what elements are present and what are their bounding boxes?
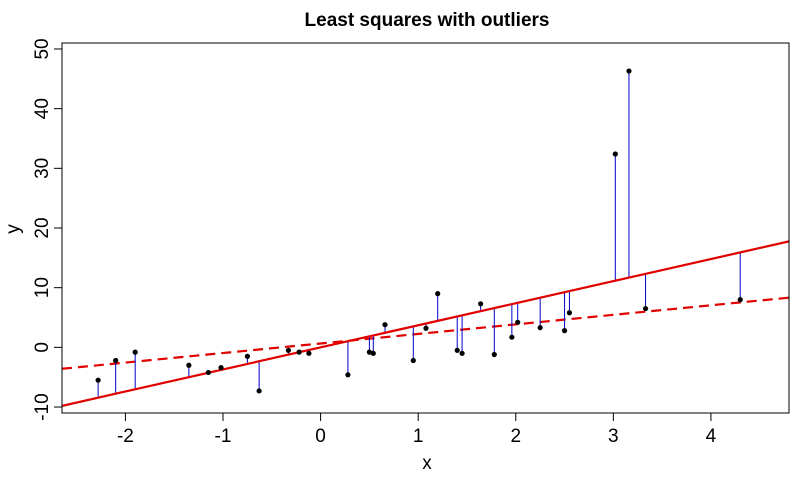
data-point-25 xyxy=(537,325,543,331)
data-point-16 xyxy=(410,357,416,364)
data-point-29 xyxy=(626,68,632,74)
y-tick-label: 50 xyxy=(32,38,53,59)
data-point-23 xyxy=(509,334,515,340)
x-tick-label: 0 xyxy=(315,426,326,447)
x-tick-label: 2 xyxy=(510,426,521,447)
x-tick-label: -1 xyxy=(215,426,232,447)
data-point-30 xyxy=(642,305,649,312)
data-point-6 xyxy=(218,365,224,371)
chart-title: Least squares with outliers xyxy=(305,10,550,31)
data-point-17 xyxy=(423,325,429,331)
data-point-13 xyxy=(366,349,372,355)
data-point-9 xyxy=(285,347,291,353)
data-point-4 xyxy=(186,362,192,368)
x-tick-label: 4 xyxy=(706,426,717,447)
data-point-24 xyxy=(515,319,521,325)
least-squares-fit-line xyxy=(62,240,789,407)
data-point-10 xyxy=(296,349,302,355)
data-point-7 xyxy=(244,353,251,359)
y-tick-label: 10 xyxy=(32,277,53,298)
plot-inner xyxy=(62,68,789,407)
data-point-21 xyxy=(478,301,484,307)
y-tick-label: 0 xyxy=(32,342,53,353)
plot-area xyxy=(62,68,789,407)
data-point-12 xyxy=(345,372,351,378)
x-axis: -2 -1 0 1 2 3 4 xyxy=(117,413,717,447)
y-tick-label: 40 xyxy=(32,98,53,119)
data-point-1 xyxy=(95,377,101,383)
data-point-27 xyxy=(566,310,573,316)
data-point-5 xyxy=(205,369,211,376)
dashed-fit-line xyxy=(62,296,789,370)
x-tick-label: 3 xyxy=(608,426,619,447)
data-point-2 xyxy=(113,357,119,364)
data-point-20 xyxy=(459,350,465,356)
data-point-19 xyxy=(454,347,460,353)
data-point-8 xyxy=(256,388,262,394)
data-point-28 xyxy=(612,151,618,157)
data-point-26 xyxy=(561,328,568,334)
plot-frame xyxy=(61,42,790,414)
y-axis-label: y xyxy=(3,224,24,234)
y-tick-label: -10 xyxy=(32,393,53,420)
y-axis: -10 0 10 20 30 40 50 xyxy=(32,38,62,421)
data-point-22 xyxy=(491,351,497,358)
data-point-3 xyxy=(132,349,138,355)
x-axis-label: x xyxy=(422,453,432,474)
y-tick-label: 30 xyxy=(32,158,53,179)
data-point-14 xyxy=(370,350,376,356)
data-point-31 xyxy=(737,297,743,303)
y-tick-label: 20 xyxy=(32,217,53,238)
x-tick-label: -2 xyxy=(117,426,134,447)
x-tick-label: 1 xyxy=(413,426,424,447)
data-point-15 xyxy=(382,322,388,328)
data-point-18 xyxy=(435,291,441,297)
data-point-11 xyxy=(306,350,312,356)
